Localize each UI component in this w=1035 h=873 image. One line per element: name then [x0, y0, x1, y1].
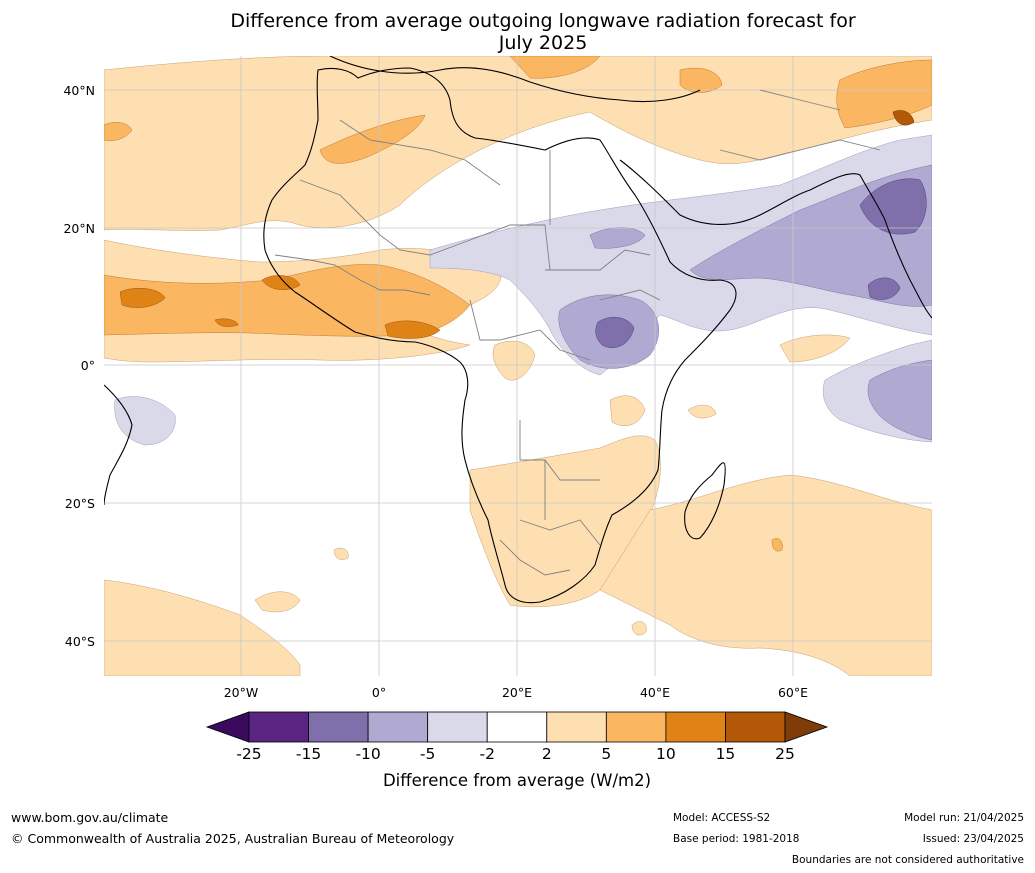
map-title: Difference from average outgoing longwav…	[150, 10, 936, 54]
south-atlantic-island-1	[254, 591, 301, 613]
anomaly-15-to-25	[892, 110, 915, 126]
lon-label-20e: 20°E	[502, 685, 532, 700]
colorbar-tick-label: 10	[656, 745, 676, 763]
india-south-core	[867, 277, 901, 300]
iran-core	[892, 110, 915, 126]
sahel-core	[261, 275, 301, 290]
atlantic-small-core	[214, 318, 239, 327]
colorbar-extend-high	[784, 711, 829, 743]
border-middle-east	[719, 89, 881, 161]
gulf-of-guinea-core	[384, 320, 441, 339]
south-atlantic-island-2	[333, 547, 349, 560]
colorbar	[205, 711, 829, 743]
colorbar-segment	[308, 711, 369, 743]
lat-label-0: 0°	[81, 358, 95, 373]
lon-label-0: 0°	[372, 685, 386, 700]
europe-streak	[509, 56, 601, 79]
colorbar-segment	[367, 711, 429, 743]
border-maghreb	[339, 119, 501, 186]
colorbar-tick-label: -10	[355, 745, 380, 763]
footer-base-period: Base period: 1981-2018	[673, 833, 800, 845]
east-africa-patch	[609, 395, 646, 426]
coastlines	[104, 56, 932, 604]
africa-coastline	[263, 67, 737, 604]
colorbar-segment	[605, 711, 667, 743]
anomaly-10-to-15	[119, 275, 441, 339]
footer-boundaries-note: Boundaries are not considered authoritat…	[791, 854, 1024, 866]
west-atlantic-core	[119, 287, 166, 308]
border-east	[545, 150, 661, 301]
graticule	[104, 56, 932, 676]
colorbar-tick-label: 15	[716, 745, 736, 763]
colorbar-segment	[725, 711, 786, 743]
colorbar-segment	[665, 711, 726, 743]
lon-label-40e: 40°E	[640, 685, 670, 700]
colorbar-extend-low	[205, 711, 250, 743]
madagascar	[684, 462, 726, 540]
colorbar-tick-label: -25	[236, 745, 261, 763]
colorbar-title: Difference from average (W/m2)	[383, 771, 651, 790]
footer-model-run: Model run: 21/04/2025	[904, 812, 1024, 824]
longitude-labels: 20°W 0° 20°E 40°E 60°E	[224, 685, 808, 700]
border-sahara	[299, 179, 551, 271]
lat-label-40s: 40°S	[65, 634, 95, 649]
colorbar-tick-label: 25	[775, 745, 795, 763]
map-panel	[104, 56, 932, 676]
country-borders	[274, 89, 881, 576]
colorbar-tick-label: 5	[601, 745, 611, 763]
footer-issued: Issued: 23/04/2025	[922, 833, 1024, 845]
lat-label-40n: 40°N	[63, 83, 95, 98]
colorbar-tick-label: -2	[479, 745, 494, 763]
colorbar-segment	[486, 711, 548, 743]
tristan-patch	[631, 621, 647, 636]
footer-copyright: © Commonwealth of Australia 2025, Austra…	[11, 831, 455, 846]
colorbar-tick-label: -5	[420, 745, 435, 763]
colorbar-segment	[427, 711, 488, 743]
ethiopia-streak	[589, 227, 646, 249]
footer-website: www.bom.gov.au/climate	[11, 810, 169, 825]
title-line-1: Difference from average outgoing longwav…	[230, 10, 856, 32]
anomaly-5-to-10	[104, 56, 932, 552]
east-africa-core	[595, 316, 635, 348]
lon-label-20w: 20°W	[224, 685, 259, 700]
footer-model: Model: ACCESS-S2	[673, 812, 771, 824]
lat-label-20n: 20°N	[63, 221, 95, 236]
mozambique-spot	[771, 538, 783, 552]
arabia-coast	[619, 159, 932, 319]
anomaly-minus10-to-minus15	[595, 178, 927, 348]
border-west-africa	[274, 254, 431, 296]
central-africa-patch	[492, 340, 536, 381]
arabian-sea-indian-band	[429, 134, 932, 376]
colorbar-segment	[248, 711, 309, 743]
indian-ocean-east-core	[867, 359, 932, 441]
colorbar-tick-label: -15	[296, 745, 321, 763]
atlantic-west-spot	[104, 122, 133, 141]
lon-label-60e: 60°E	[778, 685, 808, 700]
turkey-spot	[679, 67, 723, 93]
colorbar-ticks: -25 -15 -10 -5 -2 2 5 10 15 25	[236, 745, 795, 763]
colorbar-tick-label: 2	[542, 745, 552, 763]
south-america-coast	[104, 384, 133, 506]
border-south	[519, 420, 601, 546]
border-southern-cone	[499, 539, 571, 576]
mediterranean-north	[329, 56, 701, 103]
colorbar-segment	[546, 711, 607, 743]
title-line-2: July 2025	[498, 32, 588, 54]
indian-ocean-patch-1	[779, 334, 851, 363]
south-atlantic-sw	[104, 579, 301, 676]
south-indian-ocean	[599, 474, 932, 676]
border-central	[469, 299, 591, 361]
latitude-labels: 40°N 20°N 0° 20°S 40°S	[63, 83, 95, 649]
sahara-streak	[319, 114, 426, 164]
lat-label-20s: 20°S	[65, 496, 95, 511]
india-core	[859, 178, 927, 235]
indian-ocean-patch-2	[687, 404, 717, 419]
